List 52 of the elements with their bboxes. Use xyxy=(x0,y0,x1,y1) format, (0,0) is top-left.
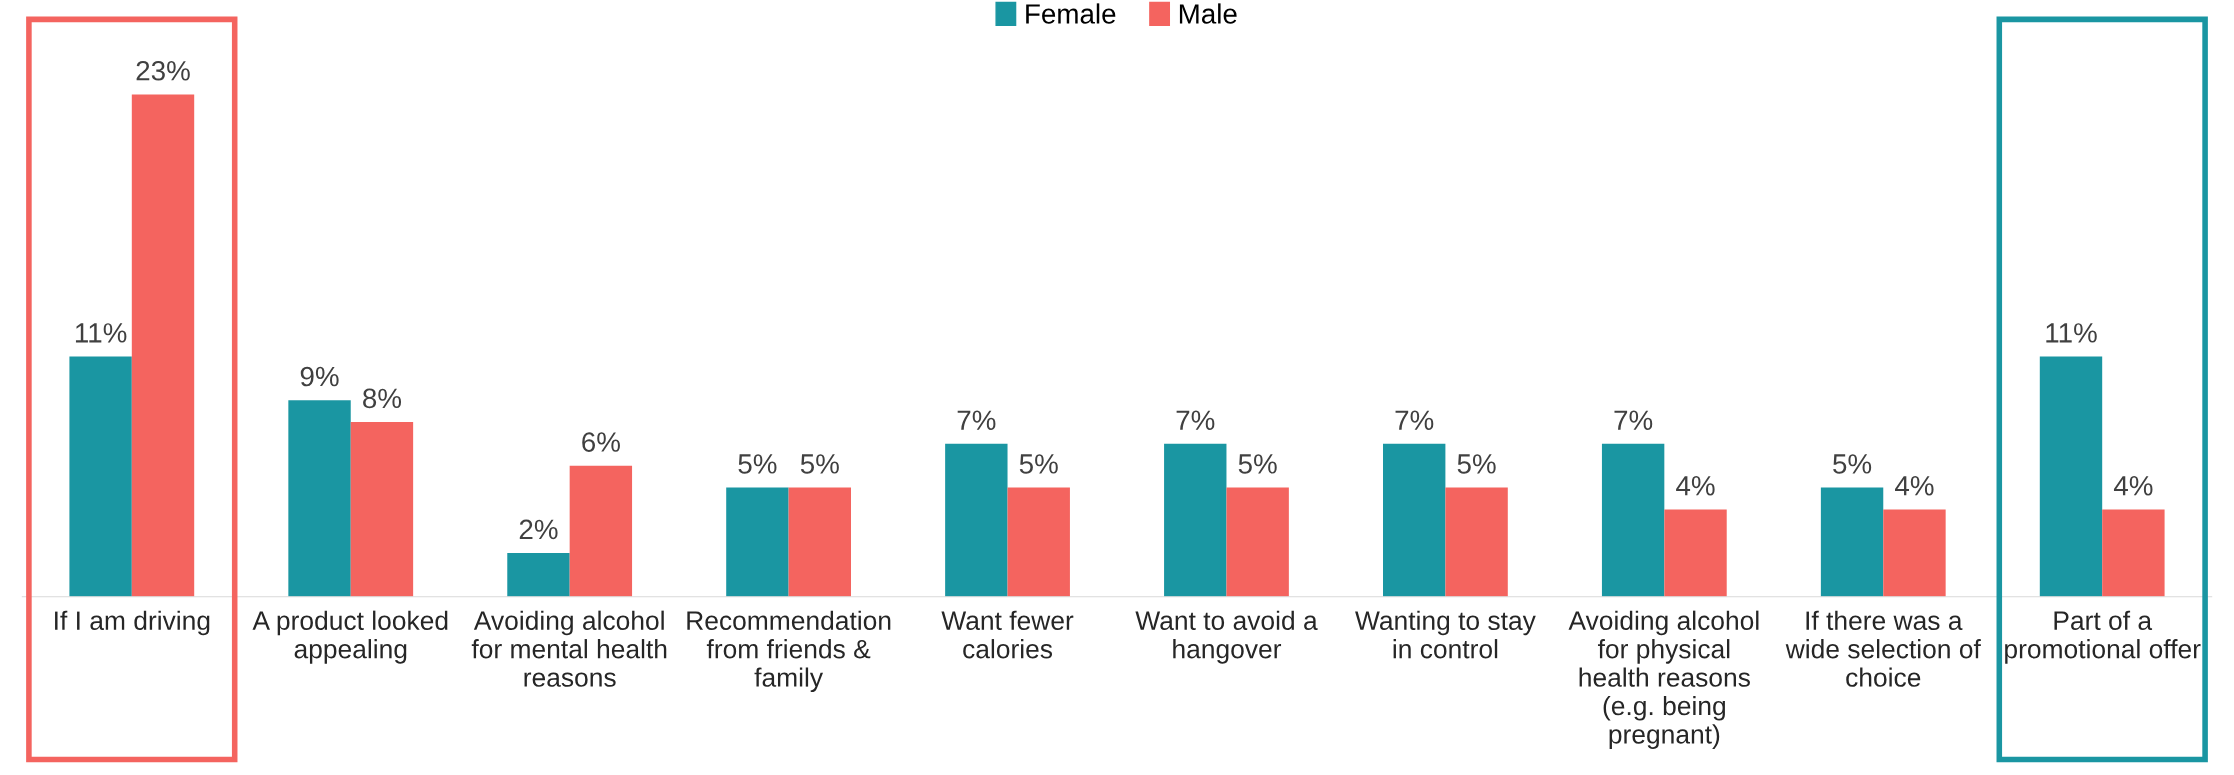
data-label: 11% xyxy=(2046,323,2097,343)
x-tick-label: Want fewer calories xyxy=(941,610,1074,659)
data-label: 2% xyxy=(519,519,558,540)
bar xyxy=(1226,487,1289,597)
bar xyxy=(1883,509,1946,597)
data-label: 11% xyxy=(75,323,127,343)
x-tick-label: Wanting to stay in control xyxy=(1355,610,1536,659)
legend-label: Male xyxy=(1179,3,1237,24)
bar xyxy=(945,443,1008,597)
data-label: 4% xyxy=(1676,476,1715,496)
bar xyxy=(69,356,132,597)
data-label: 23% xyxy=(136,60,190,81)
x-tick-label: Recommendation from friends & family xyxy=(687,610,891,693)
x-tick-label: A product looked appealing xyxy=(252,610,448,664)
data-label: 7% xyxy=(1176,410,1215,430)
legend-label: Female xyxy=(1026,3,1116,24)
data-label: 5% xyxy=(1833,454,1872,474)
bar xyxy=(1164,443,1227,597)
data-label: 6% xyxy=(582,432,620,452)
bar xyxy=(1445,487,1508,597)
x-tick-label: If there was a wide selection of choice xyxy=(1785,610,1981,687)
bar xyxy=(788,487,851,597)
bar xyxy=(1664,509,1727,597)
data-label: 5% xyxy=(1019,454,1058,474)
data-label: 7% xyxy=(957,410,996,430)
data-label: 5% xyxy=(1238,454,1277,474)
data-label: 8% xyxy=(363,388,402,409)
bar xyxy=(2102,509,2165,597)
bar xyxy=(569,465,633,597)
data-label: 5% xyxy=(738,454,777,474)
bar xyxy=(131,94,195,597)
data-label: 4% xyxy=(1895,476,1934,496)
bar xyxy=(350,422,414,597)
bar xyxy=(2039,356,2103,597)
x-tick-label: Avoiding alcohol for mental health reasons xyxy=(471,610,667,687)
bar xyxy=(507,553,570,597)
data-label: 7% xyxy=(1614,410,1653,430)
data-label: 5% xyxy=(1457,454,1496,474)
bar xyxy=(1383,443,1446,597)
data-label: 7% xyxy=(1395,410,1434,430)
x-tick-label: If I am driving xyxy=(55,610,210,636)
bar xyxy=(1820,487,1884,597)
bar xyxy=(1007,487,1070,597)
bar xyxy=(726,487,789,597)
data-label: 5% xyxy=(800,454,839,474)
x-tick-label: Part of a promotional offer xyxy=(2005,610,2201,664)
data-label: 4% xyxy=(2113,476,2153,496)
x-tick-label: Want to avoid a hangover xyxy=(1135,610,1318,664)
x-tick-label: Avoiding alcohol for physical health reasons (e.g. being pregnant) xyxy=(1568,610,1759,749)
bar xyxy=(288,400,351,597)
data-label: 9% xyxy=(300,366,339,387)
bar xyxy=(1601,443,1665,597)
